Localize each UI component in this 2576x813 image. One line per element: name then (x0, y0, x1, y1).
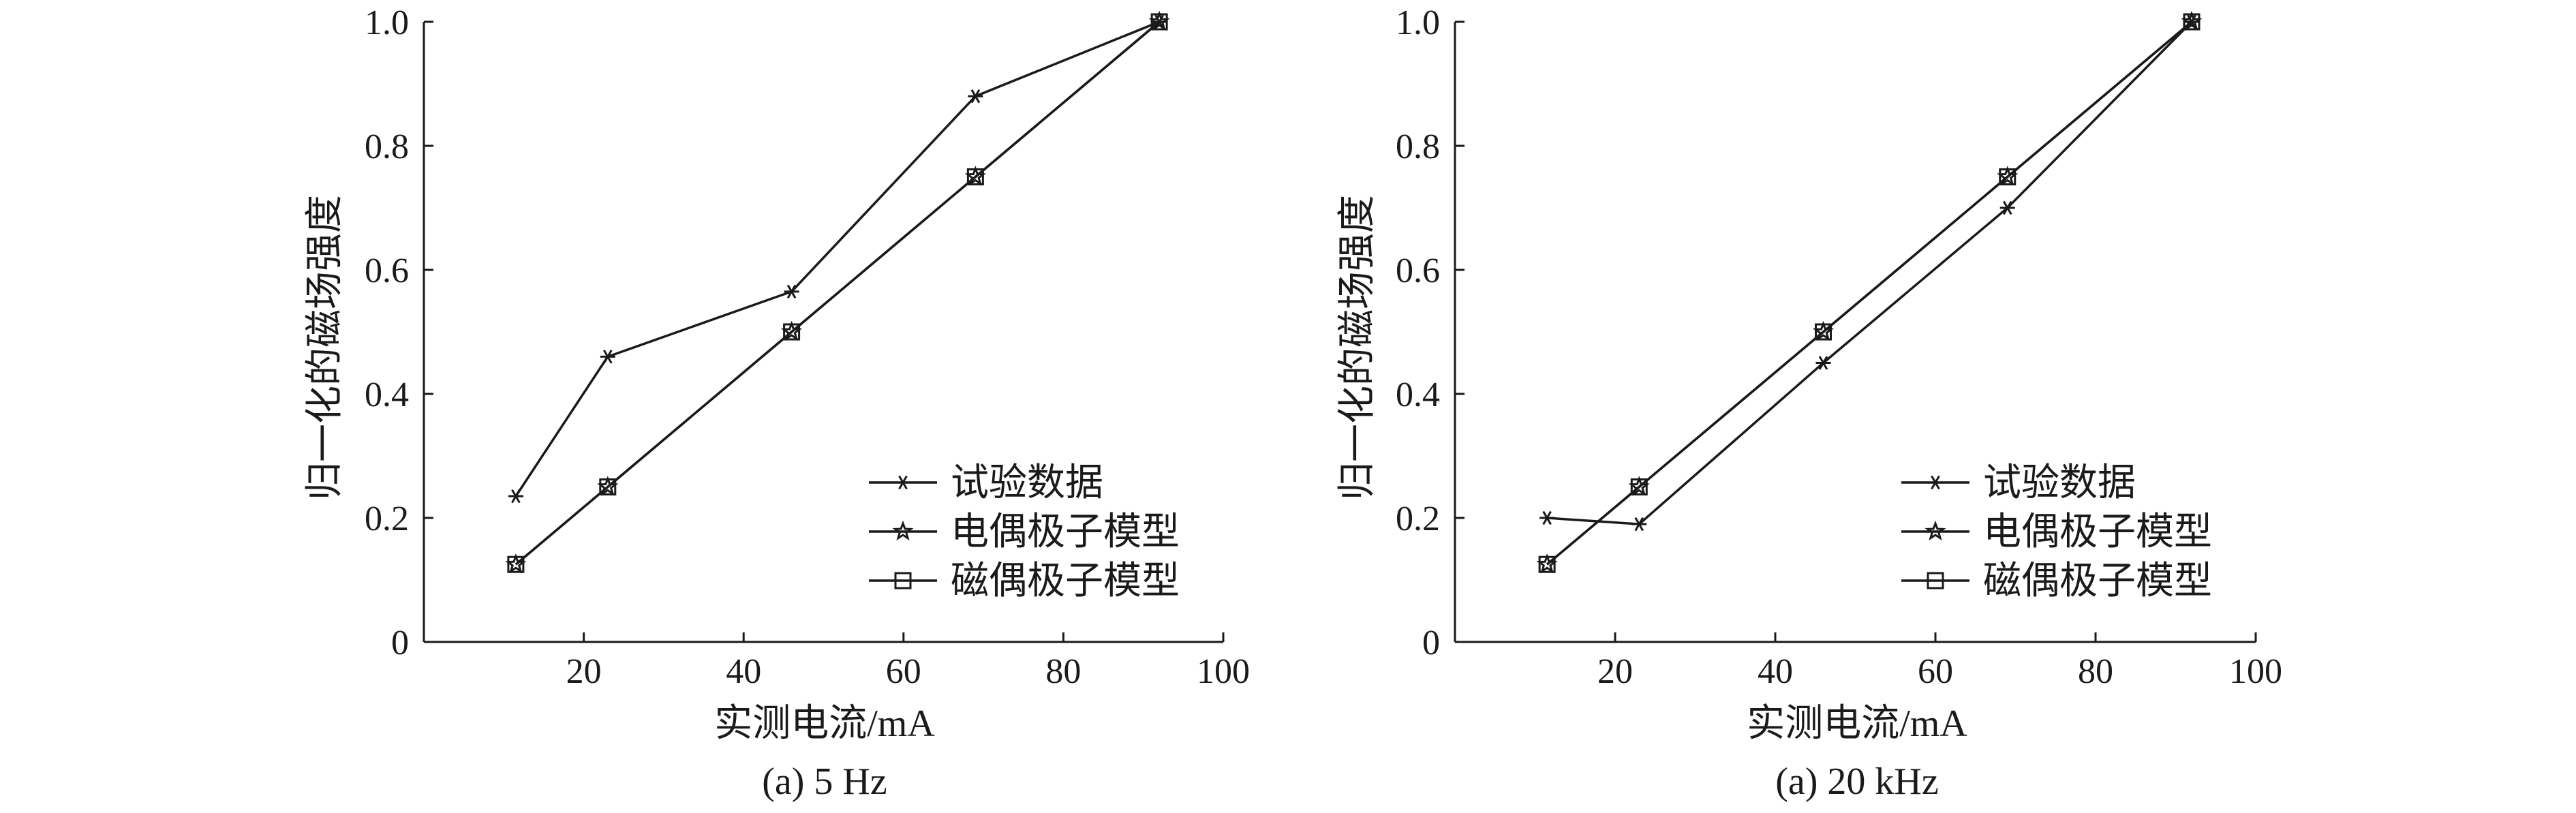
star-marker-icon (892, 520, 914, 541)
x-tick-label-5hz: 20 (566, 652, 602, 691)
asterisk-marker-icon (895, 475, 910, 490)
data-point-electric-dipole-20khz (2181, 10, 2203, 31)
data-point-magnetic-dipole-5hz (599, 478, 617, 495)
x-axis-label-20khz: 实测电流/mA (1747, 703, 1967, 745)
x-tick-label-5hz: 40 (726, 652, 761, 691)
asterisk-marker-icon (1928, 475, 1943, 490)
y-tick-label-5hz: 0.4 (365, 375, 409, 414)
square-marker-icon (894, 572, 912, 589)
square-marker-icon (1927, 572, 1944, 589)
data-point-test-data-5hz (600, 350, 615, 364)
star-marker-icon (1925, 520, 1946, 541)
x-tick-label-5hz: 80 (1045, 652, 1081, 691)
series-line-test-data-20khz (1547, 20, 2193, 525)
data-point-test-data-20khz (1539, 510, 1555, 525)
caption-5hz: (a) 5 Hz (762, 761, 887, 803)
series-line-magnetic-dipole-5hz (515, 20, 1161, 566)
y-tick-label-5hz: 0.2 (365, 500, 409, 538)
legend-item-magnetic-dipole-20khz: 磁偶极子模型 (1901, 560, 2212, 602)
y-tick-label-20khz: 1.0 (1396, 3, 1440, 42)
legend-item-electric-dipole-5hz: 电偶极子模型 (869, 511, 1180, 553)
series-line-test-data-5hz (515, 20, 1160, 497)
y-tick-label-5hz: 0.8 (365, 127, 409, 166)
y-tick-label-20khz: 0 (1422, 624, 1440, 662)
legend-5hz: 试验数据 电偶极子模型 磁偶极子模型 (869, 462, 1180, 602)
data-point-magnetic-dipole-20khz (1630, 478, 1648, 495)
legend-label-electric-dipole-5hz: 电偶极子模型 (951, 511, 1180, 553)
legend-item-test-data-5hz: 试验数据 (869, 462, 1103, 504)
data-point-electric-dipole-5hz (597, 476, 619, 496)
data-point-electric-dipole-20khz (1536, 553, 1558, 574)
chart-panel-20khz: 20 40 60 80 100 0 0.2 0.4 0.6 0.8 1.0 归一化的磁场强度 实测电… (1336, 3, 2282, 803)
data-point-electric-dipole-20khz (1628, 476, 1650, 496)
x-tick-label-20khz: 20 (1597, 652, 1633, 691)
data-point-electric-dipole-5hz (781, 320, 803, 341)
legend-20khz: 试验数据 电偶极子模型 磁偶极子模型 (1901, 462, 2212, 602)
y-tick-label-20khz: 0.4 (1396, 375, 1440, 414)
legend-item-test-data-20khz: 试验数据 (1901, 462, 2136, 504)
y-tick-label-5hz: 1.0 (365, 3, 409, 42)
data-point-magnetic-dipole-20khz (2183, 13, 2201, 31)
data-point-test-data-5hz (508, 489, 523, 504)
data-point-magnetic-dipole-5hz (507, 555, 525, 573)
data-point-electric-dipole-20khz (1812, 320, 1835, 341)
legend-item-magnetic-dipole-5hz: 磁偶极子模型 (869, 560, 1180, 602)
data-point-electric-dipole-5hz (1148, 10, 1170, 31)
y-axis-label-20khz: 归一化的磁场强度 (1336, 195, 1379, 500)
x-tick-label-5hz: 60 (886, 652, 921, 691)
data-point-magnetic-dipole-5hz (966, 168, 984, 185)
data-point-magnetic-dipole-20khz (1538, 555, 1556, 573)
legend-label-test-data-5hz: 试验数据 (951, 462, 1103, 504)
y-tick-label-20khz: 0.6 (1396, 251, 1440, 290)
legend-label-electric-dipole-20khz: 电偶极子模型 (1983, 511, 2212, 553)
data-point-electric-dipole-20khz (1997, 166, 2019, 186)
legend-label-magnetic-dipole-20khz: 磁偶极子模型 (1983, 560, 2212, 602)
data-point-electric-dipole-5hz (505, 553, 527, 574)
series-line-magnetic-dipole-20khz (1546, 20, 2193, 566)
data-point-magnetic-dipole-20khz (1999, 168, 2017, 185)
caption-20khz: (a) 20 kHz (1775, 761, 1938, 803)
x-axis-label-5hz: 实测电流/mA (714, 703, 935, 745)
data-point-test-data-20khz (1999, 200, 2015, 215)
x-tick-label-20khz: 60 (1918, 652, 1953, 691)
data-point-magnetic-dipole-5hz (783, 323, 801, 341)
data-point-test-data-5hz (968, 89, 983, 104)
data-point-test-data-20khz (1631, 517, 1647, 532)
data-point-test-data-5hz (784, 284, 799, 299)
legend-label-magnetic-dipole-5hz: 磁偶极子模型 (951, 560, 1180, 602)
y-tick-label-5hz: 0.6 (365, 251, 409, 290)
data-point-magnetic-dipole-5hz (1150, 13, 1168, 31)
data-point-magnetic-dipole-20khz (1815, 323, 1832, 341)
chart-panel-5hz: 20 40 60 80 100 0 0.2 0.4 0.6 0.8 1.0 归一化的磁场强度 实测电… (304, 3, 1250, 803)
plot-area-5hz: 20 40 60 80 100 0 0.2 0.4 0.6 0.8 1.0 (365, 3, 1250, 691)
y-tick-label-20khz: 0.2 (1396, 500, 1440, 538)
legend-label-test-data-20khz: 试验数据 (1983, 462, 2136, 504)
x-tick-label-20khz: 40 (1758, 652, 1793, 691)
legend-item-electric-dipole-20khz: 电偶极子模型 (1901, 511, 2212, 553)
y-axis-label-5hz: 归一化的磁场强度 (304, 195, 346, 500)
x-tick-label-20khz: 100 (2229, 652, 2282, 691)
x-tick-label-5hz: 100 (1197, 652, 1250, 691)
y-tick-label-20khz: 0.8 (1396, 127, 1440, 166)
y-tick-label-5hz: 0 (391, 624, 409, 662)
data-point-test-data-20khz (1815, 356, 1831, 370)
data-point-electric-dipole-5hz (964, 166, 986, 186)
x-tick-label-20khz: 80 (2078, 652, 2113, 691)
plot-area-20khz: 20 40 60 80 100 0 0.2 0.4 0.6 0.8 1.0 (1396, 3, 2282, 691)
